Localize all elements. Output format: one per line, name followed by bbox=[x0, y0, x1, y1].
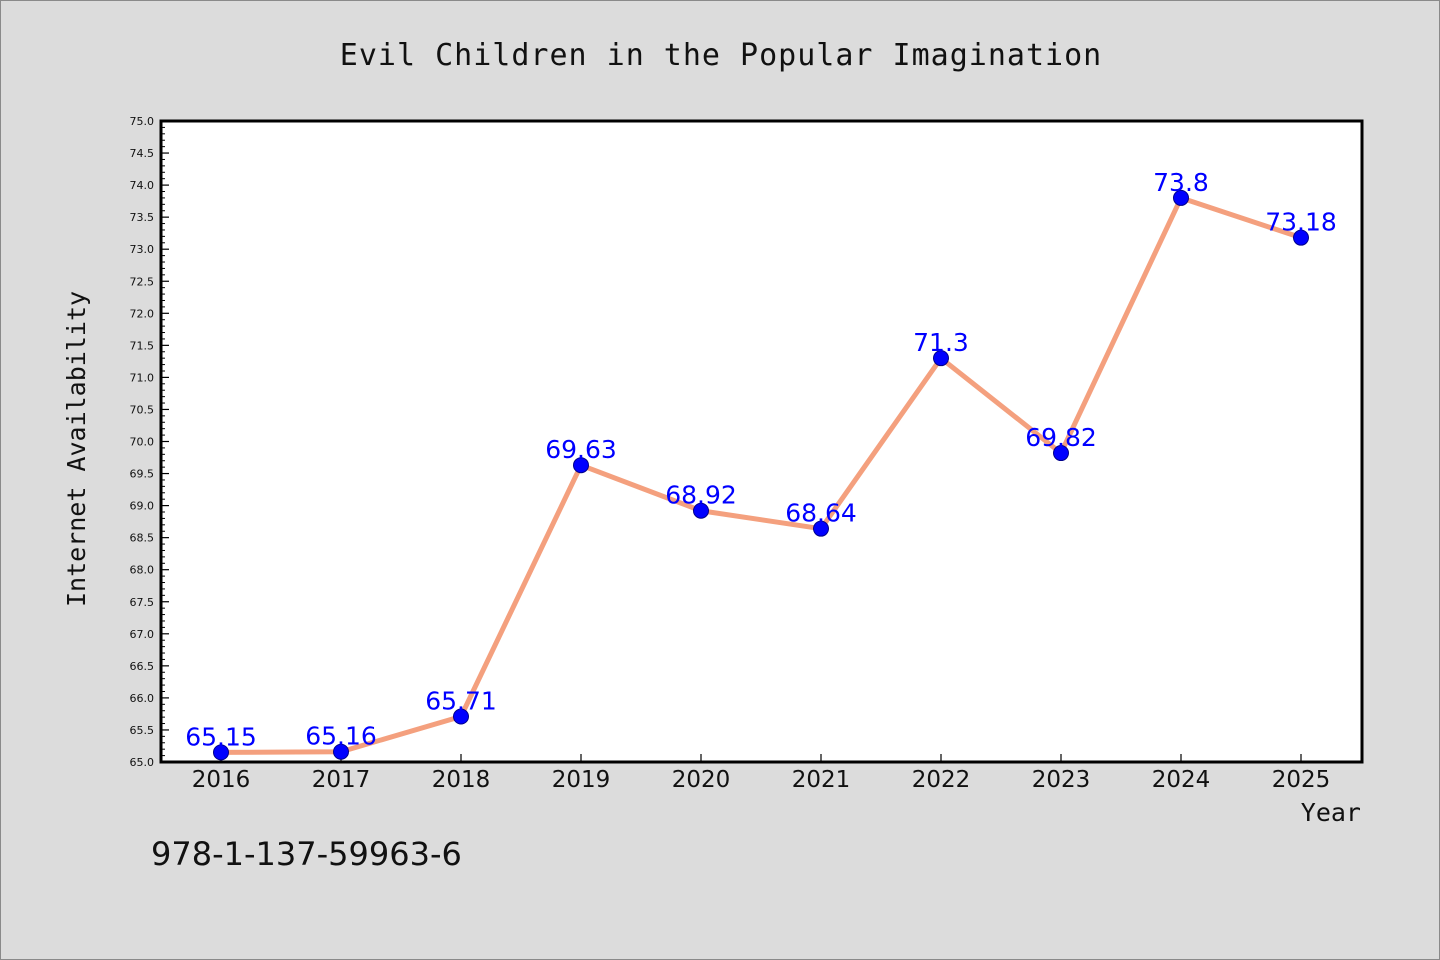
x-tick-label: 2016 bbox=[192, 767, 251, 793]
data-label: 69.63 bbox=[545, 435, 617, 464]
data-point bbox=[573, 457, 589, 474]
y-tick-label: 70.5 bbox=[130, 403, 155, 416]
data-point bbox=[333, 743, 349, 760]
x-tick-label: 2018 bbox=[432, 767, 491, 793]
y-tick-label: 65.5 bbox=[130, 724, 155, 737]
data-point bbox=[693, 502, 709, 519]
y-tick-label: 71.5 bbox=[130, 339, 155, 352]
y-tick-label: 66.0 bbox=[130, 692, 155, 705]
data-label: 65.16 bbox=[305, 722, 377, 751]
data-point bbox=[933, 350, 949, 367]
y-tick-label: 67.5 bbox=[130, 596, 155, 609]
data-label: 68.64 bbox=[785, 499, 857, 528]
y-tick-label: 73.0 bbox=[130, 243, 155, 256]
y-tick-label: 65.0 bbox=[130, 756, 155, 769]
y-tick-label: 74.0 bbox=[130, 179, 155, 192]
data-point bbox=[213, 744, 229, 761]
x-tick-label: 2020 bbox=[672, 767, 731, 793]
data-point bbox=[453, 708, 469, 725]
x-axis-label: Year bbox=[1301, 798, 1361, 827]
y-tick-label: 75.0 bbox=[130, 115, 155, 128]
x-tick-label: 2023 bbox=[1032, 767, 1091, 793]
data-label: 65.71 bbox=[425, 686, 497, 715]
plot-area bbox=[159, 119, 1364, 764]
y-tick-label: 72.0 bbox=[130, 307, 155, 320]
x-tick-label: 2022 bbox=[912, 767, 971, 793]
y-tick-label: 74.5 bbox=[130, 147, 155, 160]
data-point bbox=[1173, 189, 1189, 206]
data-label: 71.3 bbox=[913, 328, 969, 357]
x-tick-label: 2024 bbox=[1152, 767, 1211, 793]
x-tick-label: 2025 bbox=[1272, 767, 1331, 793]
data-label: 69.82 bbox=[1025, 423, 1097, 452]
y-tick-label: 72.5 bbox=[130, 275, 155, 288]
series-line bbox=[218, 195, 1304, 755]
x-tick-label: 2019 bbox=[552, 767, 611, 793]
y-tick-label: 69.0 bbox=[130, 500, 155, 513]
data-label: 73.8 bbox=[1153, 168, 1209, 197]
y-axis-label: Internet Availability bbox=[62, 291, 91, 607]
data-points bbox=[213, 189, 1309, 761]
x-tick-label: 2021 bbox=[792, 767, 851, 793]
y-tick-label: 68.5 bbox=[130, 532, 155, 545]
y-tick-label: 69.5 bbox=[130, 468, 155, 481]
data-label: 73.18 bbox=[1265, 208, 1337, 237]
y-tick-label: 66.5 bbox=[130, 660, 155, 673]
y-tick-label: 71.0 bbox=[130, 371, 155, 384]
x-axis: 2016 2017 2018 2019 2020 2021 2022 2023 2024 2025 bbox=[192, 754, 1331, 793]
y-tick-label: 67.0 bbox=[130, 628, 155, 641]
chart-title: Evil Children in the Popular Imagination bbox=[340, 38, 1102, 73]
data-point bbox=[813, 520, 829, 537]
y-tick-label: 70.0 bbox=[130, 436, 155, 449]
y-tick-label: 73.5 bbox=[130, 211, 155, 224]
x-tick-label: 2017 bbox=[312, 767, 371, 793]
data-point bbox=[1053, 445, 1069, 462]
y-tick-label: 68.0 bbox=[130, 564, 155, 577]
series-line-group bbox=[218, 195, 1304, 755]
y-axis: 65.0 65.5 66.0 66.5 67.0 67.5 68.0 68.5 69.0 69.5… bbox=[130, 115, 169, 769]
data-point bbox=[1293, 229, 1309, 246]
data-labels: 65.15 65.16 65.71 69.63 68.92 68.64 71.3 69.82 7… bbox=[185, 168, 1337, 751]
isbn-annotation: 978-1-137-59963-6 bbox=[151, 835, 462, 873]
data-label: 68.92 bbox=[665, 481, 737, 510]
data-label: 65.15 bbox=[185, 722, 257, 751]
